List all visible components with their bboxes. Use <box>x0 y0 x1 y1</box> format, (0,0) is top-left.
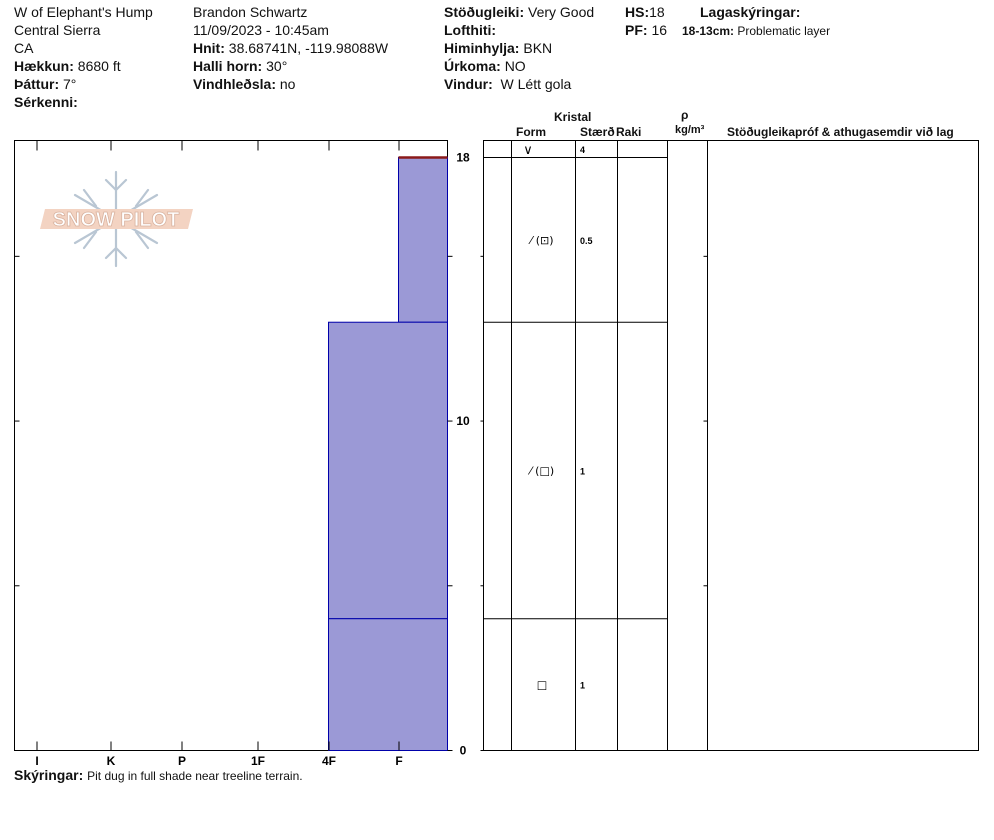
wind-loading-row: Vindhleðsla: no <box>193 76 295 92</box>
comments-header: Stöðugleikapróf & athugasemdir við lag <box>727 125 954 139</box>
pf-row: PF: 16 <box>625 22 667 38</box>
wind-value: W Létt gola <box>500 76 572 92</box>
moisture-header: Raki <box>616 125 642 139</box>
stability-value: Very Good <box>528 4 595 20</box>
pf-value: 16 <box>651 22 668 38</box>
surface-size: 4 <box>580 145 585 155</box>
size-header: Stærð <box>580 125 615 139</box>
x-tick-label: 1F <box>251 754 265 768</box>
hardness-layer-1 <box>398 157 448 323</box>
location-name: W of Elephant's Hump <box>14 4 153 20</box>
state: CA <box>14 40 34 56</box>
aspect-label: Þáttur: <box>14 76 60 92</box>
mountain-range: Central Sierra <box>14 22 101 38</box>
surface-form: ∨ <box>523 143 533 158</box>
x-tick-label: K <box>107 754 116 768</box>
features-row: Sérkenni: <box>14 94 78 110</box>
form-header: Form <box>516 125 546 139</box>
y-tick-label: 10 <box>456 414 470 428</box>
elevation-value: 8680 ft <box>77 58 121 74</box>
legend-title: Lagaskýringar: <box>700 4 801 20</box>
x-tick-label: P <box>178 754 186 768</box>
wind-loading-value: no <box>279 76 296 92</box>
sky-row: Himinhylja: BKN <box>444 40 552 56</box>
aspect-value: 7° <box>63 76 77 92</box>
air-temp-row: Lofthiti: <box>444 22 496 38</box>
pf-label: PF: <box>625 22 648 38</box>
layer-size: 0.5 <box>580 236 593 246</box>
sky-label: Himinhylja: <box>444 40 520 56</box>
rho-header: ρ <box>681 108 689 122</box>
layer-table-frame <box>483 140 979 751</box>
logo-text: SNOW PILOT <box>53 209 180 231</box>
y-tick-label: 0 <box>460 744 467 758</box>
observer-name: Brandon Schwartz <box>193 4 308 20</box>
sky-value: BKN <box>523 40 553 56</box>
legend-text: Problematic layer <box>737 24 831 38</box>
stability-label: Stöðugleiki: <box>444 4 525 20</box>
air-temp-label: Lofthiti: <box>444 22 497 38</box>
x-tick-label: I <box>35 754 38 768</box>
coords-label: Hnit: <box>193 40 225 56</box>
wind-label: Vindur: <box>444 76 493 92</box>
hs-row: HS:18 <box>625 4 665 20</box>
wind-loading-label: Vindhleðsla: <box>193 76 276 92</box>
layer-size: 1 <box>580 681 585 691</box>
hardness-layer-3 <box>328 618 448 751</box>
slope-label: Halli horn: <box>193 58 263 74</box>
features-label: Sérkenni: <box>14 94 78 110</box>
ticks-group: I K P 1F 4F F 0 10 18 <box>14 140 708 768</box>
elevation-label: Hækkun: <box>14 58 74 74</box>
precip-row: Úrkoma: NO <box>444 58 526 74</box>
layers-group <box>328 156 448 751</box>
wind-row: Vindur: W Létt gola <box>444 76 571 92</box>
legend-range: 18-13cm: <box>682 24 735 38</box>
density-unit-header: kg/m³ <box>675 124 705 136</box>
crystal-header: Kristal <box>554 110 592 124</box>
observation-datetime: 11/09/2023 - 10:45am <box>193 22 329 38</box>
precip-value: NO <box>504 58 526 74</box>
elevation-row: Hækkun: 8680 ft <box>14 58 121 74</box>
comments-label: Skýringar: <box>14 767 84 783</box>
x-tick-label: F <box>395 754 402 768</box>
y-tick-label: 18 <box>456 151 470 165</box>
precip-label: Úrkoma: <box>444 58 501 74</box>
coords-value: 38.68741N, -119.98088W <box>228 40 389 56</box>
slope-value: 30° <box>266 58 288 74</box>
layer-form: □ <box>537 679 547 692</box>
layer-form: ⁄ (⊡) <box>527 234 553 247</box>
aspect-row: Þáttur: 7° <box>14 76 76 92</box>
comments-row: Skýringar: Pit dug in full shade near tr… <box>14 767 303 783</box>
stability-row: Stöðugleiki: Very Good <box>444 4 594 20</box>
x-tick-label: 4F <box>322 754 336 768</box>
layer-form: ⁄ (□) <box>527 464 554 477</box>
hardness-layer-2 <box>328 321 448 620</box>
comments-text: Pit dug in full shade near treeline terr… <box>87 769 303 783</box>
layer-size: 1 <box>580 466 585 476</box>
hs-label: HS: <box>625 4 650 20</box>
legend-entry: 18-13cm: Problematic layer <box>682 24 830 38</box>
table-rows: ∨ 4 ⁄ (⊡) 0.5 ⁄ (□) 1 □ 1 <box>483 143 668 692</box>
coords-row: Hnit: 38.68741N, -119.98088W <box>193 40 388 56</box>
hs-value: 18 <box>649 4 665 20</box>
snow-pilot-logo: SNOW PILOT <box>40 170 193 268</box>
slope-row: Halli horn: 30° <box>193 58 287 74</box>
